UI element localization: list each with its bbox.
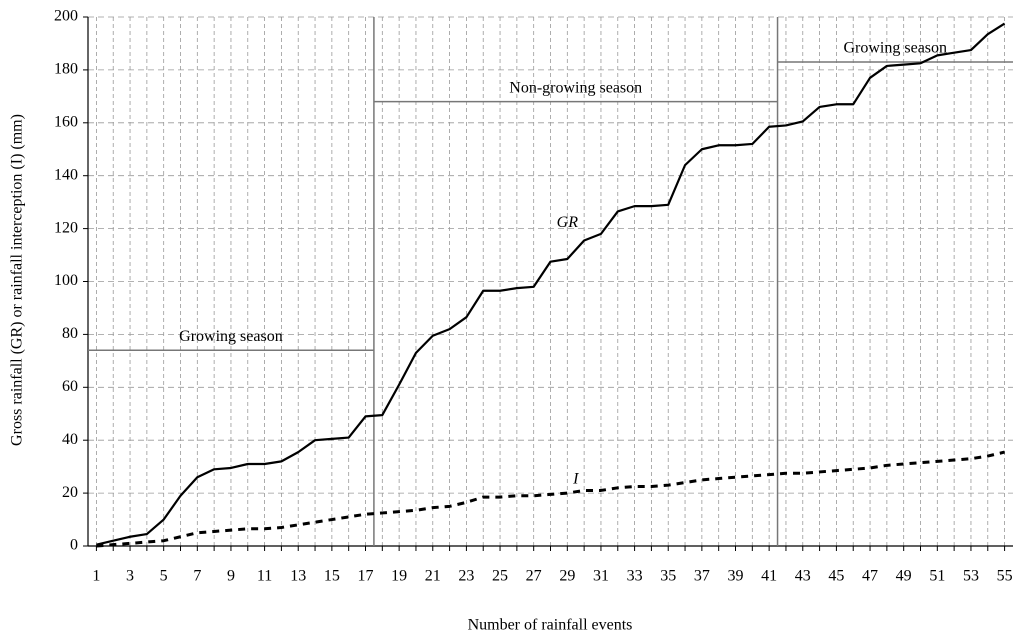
region-label: Growing season bbox=[843, 40, 947, 57]
y-tick-label: 120 bbox=[54, 219, 78, 236]
x-tick-label: 25 bbox=[492, 568, 508, 585]
x-tick-label: 37 bbox=[694, 568, 710, 585]
y-tick-label: 80 bbox=[62, 325, 78, 342]
x-tick-label: 19 bbox=[391, 568, 407, 585]
series-line bbox=[96, 22, 1006, 546]
x-tick-label: 55 bbox=[997, 568, 1013, 585]
x-tick-label: 43 bbox=[795, 568, 811, 585]
x-tick-label: 39 bbox=[728, 568, 744, 585]
y-tick-label: 60 bbox=[62, 378, 78, 395]
x-tick-label: 15 bbox=[324, 568, 340, 585]
x-tick-label: 5 bbox=[160, 568, 168, 585]
x-tick-label: 45 bbox=[828, 568, 844, 585]
x-tick-label: 3 bbox=[126, 568, 134, 585]
x-tick-label: 49 bbox=[896, 568, 912, 585]
series-line bbox=[96, 450, 1005, 548]
x-tick-label: 1 bbox=[92, 568, 100, 585]
x-tick-label: 33 bbox=[627, 568, 643, 585]
y-tick-label: 0 bbox=[70, 537, 78, 554]
y-tick-label: 140 bbox=[54, 166, 78, 183]
x-tick-label: 53 bbox=[963, 568, 979, 585]
y-tick-label: 180 bbox=[54, 61, 78, 78]
y-tick-label: 40 bbox=[62, 431, 78, 448]
x-axis-title: Number of rainfall events bbox=[468, 617, 633, 634]
x-tick-label: 41 bbox=[761, 568, 777, 585]
y-tick-label: 20 bbox=[62, 484, 78, 501]
region-label: Growing season bbox=[179, 328, 283, 345]
x-tick-label: 7 bbox=[193, 568, 201, 585]
series-label: GR bbox=[557, 214, 579, 231]
x-tick-label: 13 bbox=[290, 568, 306, 585]
x-tick-label: 51 bbox=[929, 568, 945, 585]
x-tick-label: 27 bbox=[526, 568, 542, 585]
series-label: I bbox=[572, 471, 579, 488]
region-label: Non-growing season bbox=[509, 79, 642, 96]
x-tick-label: 29 bbox=[559, 568, 575, 585]
x-tick-label: 31 bbox=[593, 568, 609, 585]
x-tick-label: 21 bbox=[425, 568, 441, 585]
y-tick-label: 100 bbox=[54, 272, 78, 289]
x-tick-label: 23 bbox=[458, 568, 474, 585]
x-tick-label: 9 bbox=[227, 568, 235, 585]
x-tick-label: 35 bbox=[660, 568, 676, 585]
y-axis-title: Gross rainfall (GR) or rainfall intercep… bbox=[9, 114, 26, 446]
x-tick-label: 47 bbox=[862, 568, 878, 585]
y-tick-label: 200 bbox=[54, 8, 78, 25]
y-tick-label: 160 bbox=[54, 113, 78, 130]
x-tick-label: 11 bbox=[257, 568, 272, 585]
x-tick-label: 17 bbox=[358, 568, 374, 585]
